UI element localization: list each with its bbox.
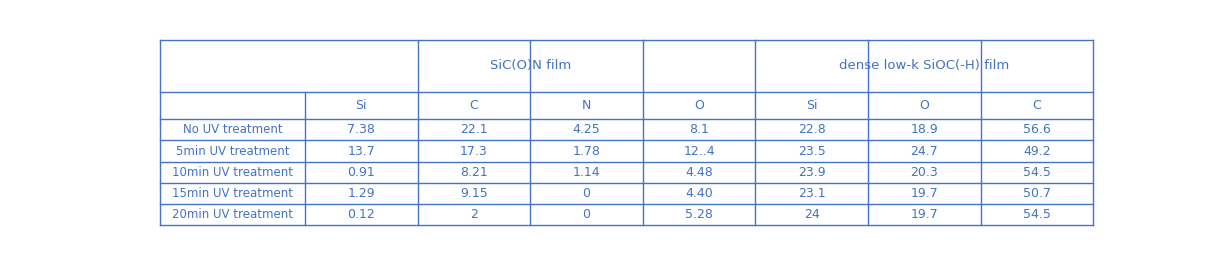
Text: 17.3: 17.3 xyxy=(460,145,488,157)
Text: O: O xyxy=(695,99,704,112)
Text: N: N xyxy=(582,99,591,112)
Text: 13.7: 13.7 xyxy=(347,145,375,157)
Text: 4.40: 4.40 xyxy=(685,187,713,200)
Text: 5min UV treatment: 5min UV treatment xyxy=(176,145,290,157)
Text: 0: 0 xyxy=(582,187,591,200)
Text: 0.12: 0.12 xyxy=(347,208,375,221)
Text: 1.29: 1.29 xyxy=(347,187,375,200)
Text: Si: Si xyxy=(356,99,367,112)
Text: 23.9: 23.9 xyxy=(797,166,826,179)
Text: 4.25: 4.25 xyxy=(572,123,600,137)
Text: 0: 0 xyxy=(582,208,591,221)
Text: 24.7: 24.7 xyxy=(910,145,938,157)
Text: 22.8: 22.8 xyxy=(797,123,826,137)
Text: 54.5: 54.5 xyxy=(1022,166,1051,179)
Text: 8.21: 8.21 xyxy=(460,166,488,179)
Text: Si: Si xyxy=(806,99,817,112)
Text: 23.1: 23.1 xyxy=(797,187,826,200)
Text: 50.7: 50.7 xyxy=(1022,187,1051,200)
Text: 20.3: 20.3 xyxy=(910,166,938,179)
Text: O: O xyxy=(920,99,929,112)
Text: C: C xyxy=(1032,99,1041,112)
Text: 19.7: 19.7 xyxy=(910,208,938,221)
Text: 20min UV treatment: 20min UV treatment xyxy=(172,208,294,221)
Text: 18.9: 18.9 xyxy=(910,123,938,137)
Text: 5.28: 5.28 xyxy=(685,208,713,221)
Text: 8.1: 8.1 xyxy=(689,123,709,137)
Text: 2: 2 xyxy=(470,208,478,221)
Text: 56.6: 56.6 xyxy=(1022,123,1051,137)
Text: 19.7: 19.7 xyxy=(910,187,938,200)
Text: 22.1: 22.1 xyxy=(460,123,488,137)
Text: 49.2: 49.2 xyxy=(1022,145,1051,157)
Text: 15min UV treatment: 15min UV treatment xyxy=(172,187,294,200)
Text: 0.91: 0.91 xyxy=(347,166,375,179)
Text: 1.14: 1.14 xyxy=(572,166,600,179)
Text: 1.78: 1.78 xyxy=(572,145,600,157)
Text: 7.38: 7.38 xyxy=(347,123,375,137)
Text: 54.5: 54.5 xyxy=(1022,208,1051,221)
Text: dense low-k SiOC(-H) film: dense low-k SiOC(-H) film xyxy=(839,59,1009,73)
Text: SiC(O)N film: SiC(O)N film xyxy=(489,59,571,73)
Text: 9.15: 9.15 xyxy=(460,187,488,200)
Text: 12..4: 12..4 xyxy=(684,145,715,157)
Text: 4.48: 4.48 xyxy=(685,166,713,179)
Text: No UV treatment: No UV treatment xyxy=(183,123,283,137)
Text: 10min UV treatment: 10min UV treatment xyxy=(172,166,294,179)
Text: 24: 24 xyxy=(804,208,819,221)
Text: 23.5: 23.5 xyxy=(797,145,826,157)
Text: C: C xyxy=(470,99,478,112)
